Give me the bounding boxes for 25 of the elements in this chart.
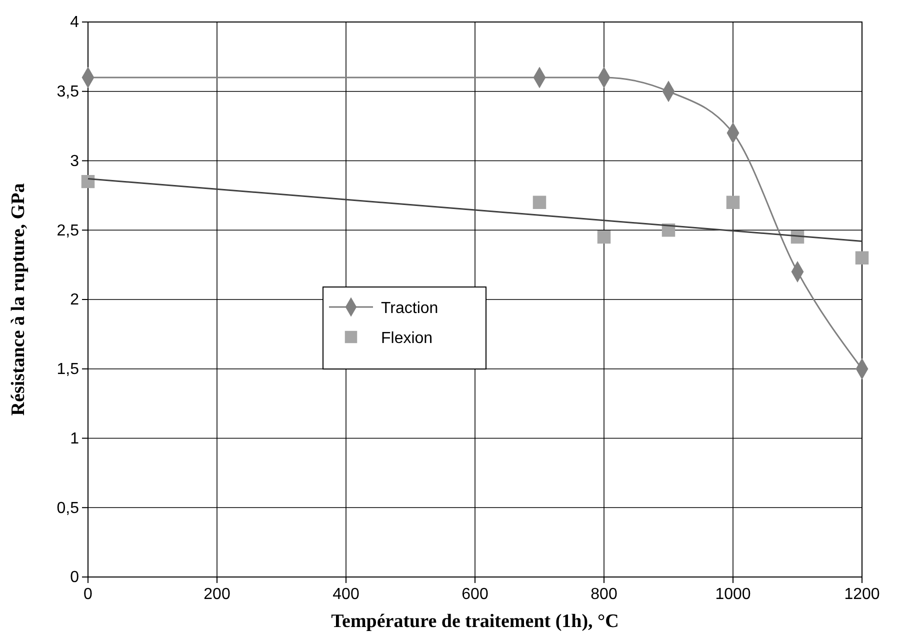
y-tick-label: 0,5: [56, 500, 80, 517]
x-tick-label: 1000: [715, 586, 751, 603]
point: [597, 230, 611, 244]
y-tick-label: 1,5: [56, 360, 80, 378]
y-tick-label: 2: [70, 292, 80, 309]
x-tick-label: 400: [332, 586, 360, 603]
legend-label: Flexion: [381, 330, 433, 347]
point: [81, 174, 95, 188]
x-tick-label: 600: [462, 586, 488, 603]
y-tick-label: 3,5: [56, 83, 80, 100]
point: [855, 251, 869, 264]
point: [726, 196, 740, 209]
y-tick-label: 2,5: [56, 222, 80, 240]
point: [532, 196, 546, 209]
x-tick-label: 800: [590, 586, 618, 603]
x-tick-label: 1200: [844, 586, 880, 603]
x-axis-title: Température de traitement (1h), °C: [331, 611, 619, 632]
x-tick-label: 0: [84, 586, 93, 603]
y-tick-label: 1: [70, 430, 80, 448]
y-tick-label: 4: [70, 14, 80, 32]
x-tick-label: 200: [204, 586, 230, 603]
y-tick-label: 3: [70, 152, 80, 170]
y-tick-label: 0: [70, 569, 80, 586]
legend-label: Traction: [381, 300, 438, 317]
y-axis-title: Résistance à la rupture, GPa: [8, 182, 29, 416]
